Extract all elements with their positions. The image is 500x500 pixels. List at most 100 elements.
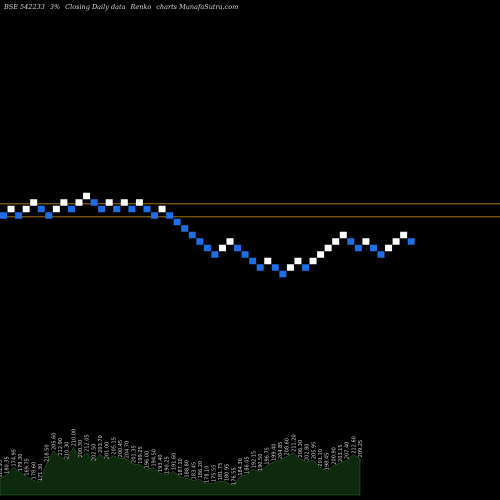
volume-label: 187.10	[178, 458, 184, 476]
volume-label: 171.30	[38, 464, 44, 482]
renko-brick	[249, 257, 257, 265]
renko-brick	[181, 225, 189, 232]
renko-brick	[294, 257, 302, 265]
renko-brick	[120, 199, 128, 206]
renko-brick	[0, 212, 7, 219]
volume-label: 176.55	[231, 467, 237, 485]
volume-label: 190.50	[258, 454, 264, 472]
volume-label: 206.30	[298, 440, 304, 458]
renko-brick	[158, 205, 166, 213]
volume-label: 194.50	[151, 449, 157, 467]
volume-label: 204.85	[278, 442, 284, 460]
volume-label: 202.50	[91, 444, 97, 462]
renko-brick	[302, 264, 309, 271]
volume-label: 175.55	[211, 465, 217, 483]
volume-label: 212.05	[85, 434, 91, 452]
renko-brick	[98, 205, 106, 213]
volume-label: 205.15	[111, 437, 117, 455]
chart-type-label: Renko	[130, 3, 152, 11]
volume-label: 186.05	[245, 456, 251, 474]
volume-label: 201.35	[131, 445, 137, 463]
volume-label: 200.90	[331, 447, 337, 465]
volume-label: 212.90	[58, 438, 64, 456]
renko-brick	[385, 244, 393, 252]
description-label: Closing Daily data	[65, 3, 126, 11]
renko-bricks	[0, 192, 415, 278]
renko-brick	[173, 218, 181, 226]
volume-label: 179.30	[18, 454, 24, 472]
volume-label: 181.95	[0, 460, 4, 478]
volume-label: 199.25	[138, 446, 144, 464]
renko-brick	[7, 205, 15, 213]
renko-brick	[286, 264, 294, 271]
volume-label: 210.00	[71, 429, 77, 447]
volume-label: 218.50	[45, 444, 51, 462]
renko-brick	[30, 199, 38, 206]
volume-label: 211.20	[291, 434, 297, 452]
volume-panel: 181.95 180.35 174.95 179.30 169.75 178.60 171.…	[0, 429, 364, 496]
volume-label: 183.45	[191, 462, 197, 480]
renko-brick	[377, 251, 385, 258]
renko-brick	[22, 205, 30, 213]
volume-label: 200.30	[78, 440, 84, 458]
renko-brick	[362, 238, 370, 245]
volume-label: 201.00	[105, 442, 111, 460]
renko-brick	[226, 238, 234, 245]
volume-label: 196.00	[145, 451, 151, 469]
renko-brick	[317, 251, 325, 258]
volume-label: 200.45	[118, 440, 124, 458]
renko-brick	[392, 238, 400, 245]
volume-label: 169.75	[25, 458, 31, 476]
volume-label: 212.60	[351, 436, 357, 454]
renko-brick	[196, 238, 204, 245]
renko-brick	[324, 244, 332, 252]
volume-label: 186.20	[198, 461, 204, 479]
renko-brick	[332, 238, 340, 245]
volume-label: 204.70	[125, 441, 131, 459]
volume-label: 180.95	[225, 464, 231, 482]
symbol-label: BSE 542233	[4, 3, 45, 11]
renko-brick	[166, 212, 174, 219]
renko-brick	[90, 199, 98, 206]
volume-label: 190.25	[165, 456, 171, 474]
renko-brick	[264, 257, 272, 265]
renko-brick	[369, 244, 377, 252]
volume-label: 203.15	[338, 444, 344, 462]
volume-label: 208.60	[285, 438, 291, 456]
renko-brick	[67, 205, 75, 213]
renko-brick	[234, 244, 242, 252]
renko-brick	[203, 244, 211, 252]
renko-brick	[400, 231, 408, 239]
renko-brick	[279, 270, 287, 278]
chart-title: BSE 542233 3% Closing Daily data Renko chart…	[4, 3, 243, 11]
volume-label: 180.35	[5, 456, 11, 474]
box-size-label: 3%	[49, 3, 61, 11]
volume-label: 202.80	[305, 444, 311, 462]
volume-label: 178.60	[31, 462, 37, 480]
volume-label: 205.95	[311, 442, 317, 460]
brand-label: charts MunafaSutra.com	[156, 3, 239, 11]
volume-label: 205.60	[51, 433, 57, 451]
renko-brick	[60, 199, 68, 206]
renko-brick	[75, 199, 83, 206]
volume-area	[0, 446, 361, 496]
volume-label: 188.80	[185, 460, 191, 478]
renko-brick	[128, 205, 136, 213]
renko-brick	[188, 231, 196, 239]
volume-label: 184.30	[238, 458, 244, 476]
volume-label: 192.15	[251, 451, 257, 468]
renko-brick	[271, 264, 279, 271]
volume-label: 193.40	[158, 455, 164, 473]
volume-label: 198.45	[325, 453, 331, 471]
renko-brick	[52, 205, 60, 213]
volume-label: 203.70	[98, 435, 104, 453]
volume-label: 199.40	[271, 444, 277, 462]
renko-brick	[354, 244, 362, 252]
renko-brick	[45, 212, 53, 219]
renko-brick	[347, 238, 355, 245]
volume-label: 191.60	[171, 453, 177, 471]
volume-label: 209.25	[358, 440, 364, 458]
volume-label: 207.40	[345, 442, 351, 460]
renko-brick	[15, 212, 23, 219]
